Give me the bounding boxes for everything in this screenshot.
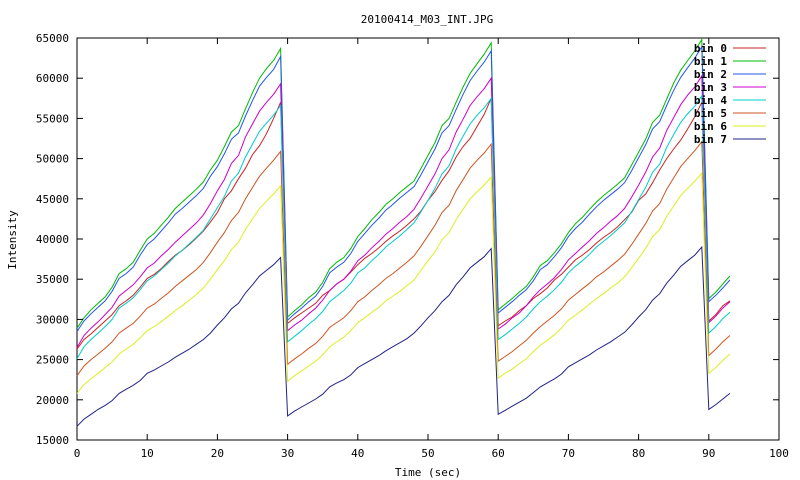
- axis-layer: 0 10 20 30 40 50 60 70 80 90 100 15000 20000 25000 300…: [36, 32, 789, 460]
- x-tick-label: 0: [74, 447, 81, 460]
- legend-label: bin 1: [694, 55, 727, 68]
- legend-label: bin 7: [694, 133, 727, 146]
- series-line-bin-5: [76, 140, 731, 376]
- x-tick-label: 80: [632, 447, 645, 460]
- y-tick-label: 60000: [36, 72, 69, 85]
- y-tick-label: 65000: [36, 32, 69, 45]
- y-tick-label: 15000: [36, 434, 69, 447]
- series-line-bin-4: [76, 94, 731, 360]
- legend-label: bin 4: [694, 94, 727, 107]
- series-line-bin-2: [76, 45, 731, 332]
- series-line-bin-7: [76, 245, 731, 427]
- x-tick-label: 70: [562, 447, 575, 460]
- legend-label: bin 3: [694, 81, 727, 94]
- series-line-bin-3: [76, 74, 731, 348]
- legend-label: bin 5: [694, 107, 727, 120]
- x-tick-label: 90: [702, 447, 715, 460]
- series-line-bin-1: [76, 37, 731, 329]
- x-axis-label: Time (sec): [395, 466, 461, 479]
- y-tick-label: 40000: [36, 233, 69, 246]
- y-tick-label: 55000: [36, 112, 69, 125]
- x-tick-label: 20: [211, 447, 224, 460]
- y-tick-label: 35000: [36, 273, 69, 286]
- legend-label: bin 6: [694, 120, 727, 133]
- x-tick-label: 40: [351, 447, 364, 460]
- y-tick-label: 50000: [36, 153, 69, 166]
- chart-title: 20100414_M03_INT.JPG: [361, 13, 493, 26]
- x-tick-label: 100: [769, 447, 789, 460]
- x-tick-label: 50: [421, 447, 434, 460]
- plot-frame: [76, 37, 780, 441]
- y-axis-label: Intensity: [6, 210, 19, 270]
- x-tick-label: 60: [492, 447, 505, 460]
- x-tick-label: 30: [281, 447, 294, 460]
- y-tick-label: 45000: [36, 193, 69, 206]
- legend-label: bin 2: [694, 68, 727, 81]
- series-line-bin-6: [76, 171, 731, 394]
- x-tick-label: 10: [141, 447, 154, 460]
- series-layer: [76, 37, 731, 427]
- y-tick-label: 25000: [36, 354, 69, 367]
- legend-label: bin 0: [694, 42, 727, 55]
- y-tick-label: 30000: [36, 313, 69, 326]
- y-tick-label: 20000: [36, 394, 69, 407]
